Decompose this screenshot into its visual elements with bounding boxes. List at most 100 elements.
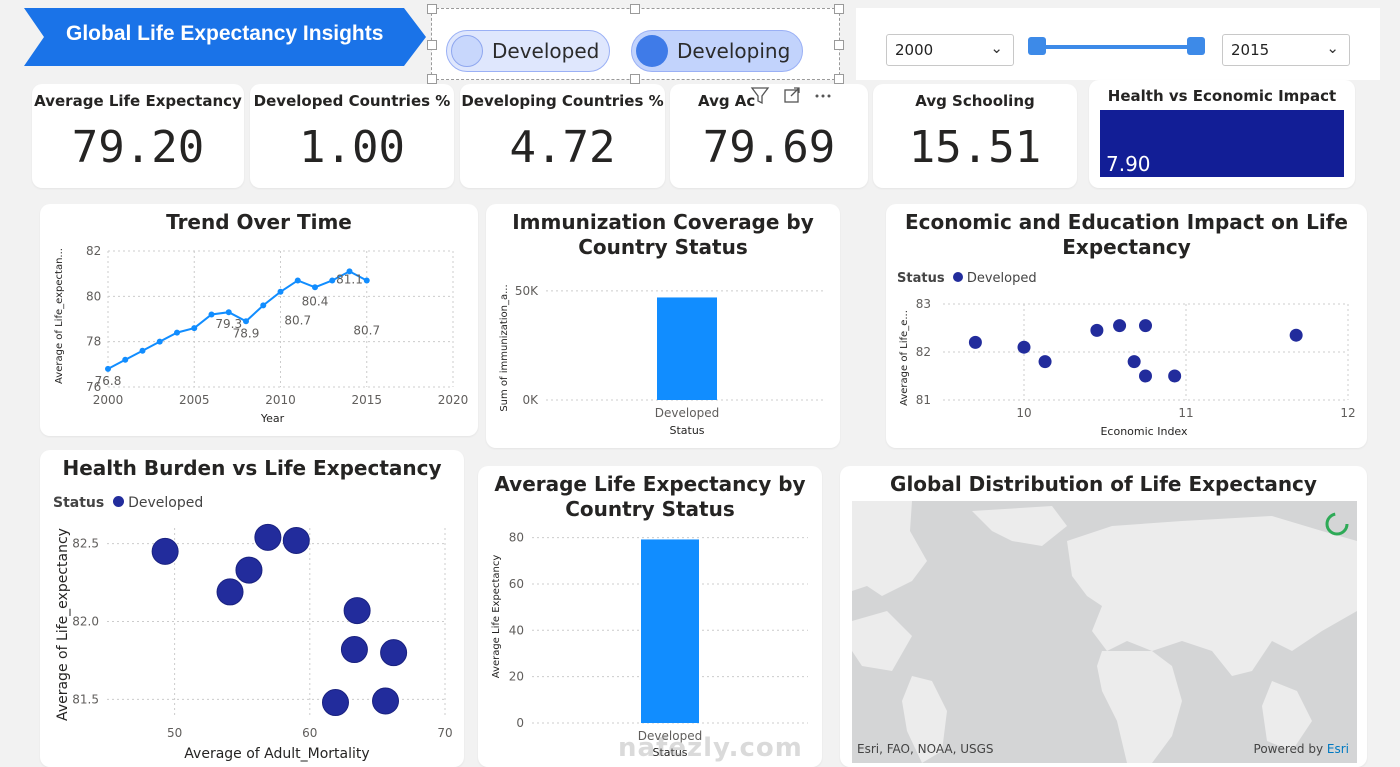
data-point <box>1017 340 1031 354</box>
slicer-option-label: Developed <box>492 39 600 63</box>
kpi-card-avg-ac[interactable]: Avg Ac 79.69 <box>670 84 868 188</box>
resize-handle[interactable] <box>427 74 437 84</box>
data-point <box>105 365 111 372</box>
data-label: 79.3 <box>215 317 242 331</box>
focus-mode-icon[interactable] <box>782 86 804 106</box>
y-tick-label: 81 <box>916 393 931 407</box>
data-point <box>372 687 400 715</box>
x-tick-label: 12 <box>1340 406 1355 420</box>
y-tick-label: 81.5 <box>72 692 99 706</box>
filter-icon[interactable] <box>750 86 772 106</box>
resize-handle[interactable] <box>630 4 640 14</box>
health-burden-visual[interactable]: Health Burden vs Life Expectancy Status … <box>40 450 464 767</box>
slicer-option-developing[interactable]: Developing <box>631 30 803 72</box>
x-tick-label: 2015 <box>351 393 382 407</box>
avg-life-visual[interactable]: Average Life Expectancy by Country Statu… <box>478 466 822 767</box>
legend-dot <box>952 272 963 282</box>
data-point <box>139 347 146 354</box>
data-point <box>1289 328 1303 342</box>
slicer-option-developed[interactable]: Developed <box>446 30 610 72</box>
kpi-label: Avg Ac <box>698 92 756 110</box>
data-point <box>260 302 267 309</box>
x-axis-title: Status <box>652 746 687 759</box>
data-point <box>294 277 301 284</box>
data-point <box>151 537 179 565</box>
data-point <box>235 556 263 584</box>
data-point <box>968 335 982 349</box>
y-tick-label: 60 <box>509 577 524 591</box>
y-tick-label: 82 <box>916 345 931 359</box>
trend-visual[interactable]: Trend Over Time 76 78 80 82 2000 2005 2010 2015… <box>40 204 478 436</box>
data-point <box>340 636 368 664</box>
data-point <box>1127 355 1141 369</box>
kpi-card-avg-schooling[interactable]: Avg Schooling 15.51 <box>873 84 1077 188</box>
map-visual[interactable]: Global Distribution of Life Expectancy E… <box>840 466 1367 767</box>
x-axis-title: Year <box>260 412 285 425</box>
y-tick-label: 50K <box>515 284 539 298</box>
health-econ-card[interactable]: Health vs Economic Impact 7.90 <box>1089 80 1355 188</box>
data-point <box>363 277 370 284</box>
immunization-visual[interactable]: Immunization Coverage by Country Status … <box>486 204 840 448</box>
legend-item: Developed <box>128 495 204 511</box>
loading-spinner-icon <box>1325 512 1349 536</box>
visual-title-line: Economic and Education Impact on Life <box>905 210 1348 234</box>
trend-chart: 76 78 80 82 2000 2005 2010 2015 2020 Year Average … <box>54 244 468 425</box>
data-point <box>208 311 215 318</box>
visual-title: Health Burden vs Life Expectancy <box>62 456 442 480</box>
kpi-value: 79.69 <box>702 122 836 173</box>
y-tick-label: 83 <box>916 297 931 311</box>
y-tick-label: 20 <box>509 670 524 684</box>
data-label: 80.7 <box>353 323 380 337</box>
y-tick-label: 0 <box>516 716 524 730</box>
start-year-dropdown[interactable]: 2000 ⌄ <box>886 34 1014 66</box>
map-landmass <box>852 501 1357 763</box>
range-handle-start[interactable] <box>1028 37 1046 55</box>
resize-handle[interactable] <box>834 4 844 14</box>
econ-edu-visual[interactable]: Economic and Education Impact on Life Ex… <box>886 204 1367 448</box>
data-point <box>1139 319 1152 333</box>
kpi-card-developed-pct[interactable]: Developed Countries % 1.00 <box>250 84 454 188</box>
data-point <box>225 309 232 316</box>
title-banner: Global Life Expectancy Insights <box>24 8 426 66</box>
esri-link[interactable]: Esri <box>1326 742 1349 756</box>
data-point <box>156 338 163 345</box>
chevron-down-icon: ⌄ <box>1326 39 1339 57</box>
range-track[interactable] <box>1036 45 1196 49</box>
data-point <box>174 329 180 336</box>
more-options-icon[interactable] <box>812 86 834 106</box>
x-tick-label: 2000 <box>93 393 124 407</box>
kpi-label: Average Life Expectancy <box>34 92 242 110</box>
range-handle-end[interactable] <box>1187 37 1205 55</box>
legend-item: Developed <box>966 271 1037 286</box>
y-tick-label: 80 <box>86 289 101 303</box>
kpi-card-avg-life[interactable]: Average Life Expectancy 79.20 <box>32 84 244 188</box>
map-powered-by[interactable]: Powered by Esri <box>1254 742 1349 756</box>
kpi-label: Avg Schooling <box>915 92 1035 110</box>
resize-handle[interactable] <box>427 40 437 50</box>
resize-handle[interactable] <box>834 40 844 50</box>
data-point <box>1038 355 1052 369</box>
health-burden-chart: 81.5 82.0 82.5 50 60 70 Average of Adult_Morta… <box>55 523 453 762</box>
title-banner-shape <box>24 8 426 66</box>
map-canvas[interactable]: Esri, FAO, NOAA, USGS Powered by Esri <box>852 501 1357 763</box>
y-axis-title: Average of Life_expectan... <box>54 248 65 384</box>
data-point <box>277 288 284 295</box>
kpi-value: 15.51 <box>908 122 1042 173</box>
resize-handle[interactable] <box>630 74 640 84</box>
legend-title: Status <box>897 271 945 286</box>
data-point <box>380 639 408 667</box>
resize-handle[interactable] <box>834 74 844 84</box>
avg-life-chart: 0 20 40 60 80 Developed Status Average Life Exp… <box>491 531 808 759</box>
y-tick-label: 40 <box>509 623 524 637</box>
y-tick-label: 78 <box>86 335 101 349</box>
x-tick-label: 10 <box>1016 406 1031 420</box>
x-tick-label: Developed <box>638 729 702 743</box>
series-line <box>107 270 368 370</box>
kpi-card-developing-pct[interactable]: Developing Countries % 4.72 <box>460 84 665 188</box>
status-slicer[interactable]: Developed Developing <box>427 4 844 84</box>
end-year-dropdown[interactable]: 2015 ⌄ <box>1222 34 1350 66</box>
visual-title: Trend Over Time <box>166 210 352 234</box>
health-econ-value: 7.90 <box>1106 152 1151 176</box>
y-tick-label: 82.0 <box>72 615 99 629</box>
resize-handle[interactable] <box>427 4 437 14</box>
